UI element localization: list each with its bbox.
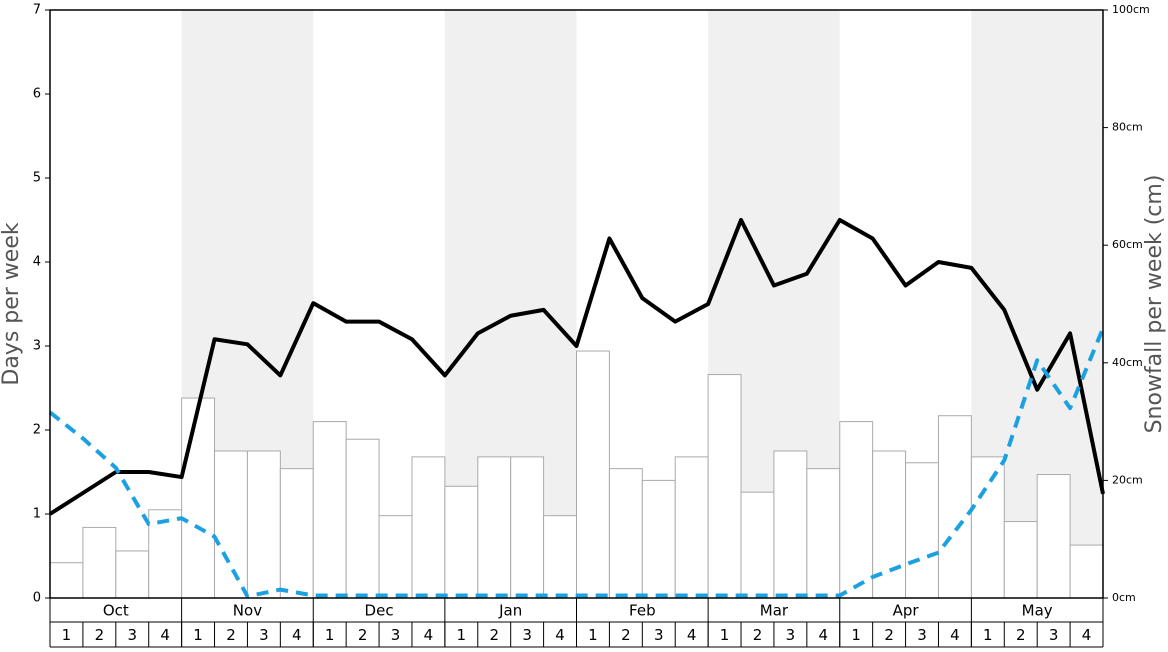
line [48,218,1105,516]
bar [312,421,347,599]
x-tick-label: 2 [753,626,763,644]
bar [839,421,874,599]
month-label: Nov [233,602,262,620]
bar [1069,544,1104,599]
x-tick-label: 4 [687,626,697,644]
x-tick-label: 2 [358,626,368,644]
y2-tick-label: 80cm [1112,121,1143,134]
bar [214,450,248,599]
x-tick-label: 4 [292,626,302,644]
x-tick-label: 1 [720,626,730,644]
y2-tick-label: 20cm [1112,473,1143,486]
x-tick-label: 3 [917,626,927,644]
bar [345,438,380,599]
month-label: May [1022,602,1053,620]
x-tick-label: 4 [160,626,170,644]
y-tick-label: 0 [33,591,41,606]
month-label: Dec [365,602,394,620]
y-tick-label: 6 [33,87,41,102]
bar [608,468,643,599]
bar [181,397,216,599]
y2-axis-label: Snowfall per week (cm) [1142,175,1167,434]
x-tick-label: 2 [884,626,894,644]
bar [641,479,676,599]
bar [148,509,183,599]
x-tick-label: 2 [1016,626,1026,644]
month-label: Mar [760,602,789,620]
bar [970,456,1005,599]
x-tick-label: 1 [457,626,467,644]
y-tick-label: 3 [33,339,41,354]
x-tick-label: 4 [1082,626,1092,644]
y2-tick-label: 60cm [1112,238,1143,251]
month-label: Jan [498,602,522,620]
bar [246,450,281,599]
bar [773,450,808,599]
y2-tick-label: 40cm [1112,356,1143,369]
bar [411,456,446,599]
x-tick-label: 4 [424,626,434,644]
x-tick-label: 3 [522,626,532,644]
y2-tick-label: 100cm [1112,3,1150,16]
y-tick-label: 4 [33,255,41,270]
x-tick-label: 1 [325,626,335,644]
bar [477,456,512,599]
x-tick-label: 3 [1049,626,1059,644]
month-label: Feb [629,602,656,620]
x-tick-label: 1 [193,626,203,644]
bar [543,515,577,599]
bar [378,515,413,599]
x-tick-label: 1 [983,626,993,644]
y-axis-label: Days per week [0,222,24,385]
bar [740,491,775,599]
bar [49,562,84,599]
x-tick-label: 3 [391,626,401,644]
x-tick-label: 4 [555,626,565,644]
x-tick-label: 1 [62,626,72,644]
x-tick-label: 3 [654,626,664,644]
bar [674,456,709,599]
bar [905,462,939,599]
bar [576,350,610,599]
x-tick-label: 3 [127,626,137,644]
bar [279,468,314,599]
bar [510,456,545,599]
x-tick-label: 1 [851,626,861,644]
month-label: Oct [103,602,129,620]
y2-tick-label: 0cm [1112,591,1136,604]
x-tick-label: 3 [786,626,796,644]
x-tick-label: 2 [489,626,499,644]
bar [806,468,841,599]
y-tick-label: 2 [33,423,41,438]
x-tick-label: 4 [950,626,960,644]
bar [115,550,150,599]
bar [872,450,907,599]
x-tick-label: 2 [226,626,236,644]
y-tick-label: 1 [33,507,41,522]
bar [1003,521,1038,599]
y-tick-label: 5 [33,171,41,186]
x-tick-label: 2 [621,626,631,644]
bar [1036,474,1071,599]
y-tick-label: 7 [33,3,41,18]
line [48,327,1105,599]
bar [82,526,117,599]
x-tick-label: 3 [259,626,269,644]
bar [444,485,479,599]
x-tick-label: 2 [95,626,105,644]
bar [707,374,742,599]
x-tick-label: 1 [588,626,598,644]
bar [937,415,972,599]
month-label: Apr [893,602,920,620]
x-tick-label: 4 [819,626,829,644]
